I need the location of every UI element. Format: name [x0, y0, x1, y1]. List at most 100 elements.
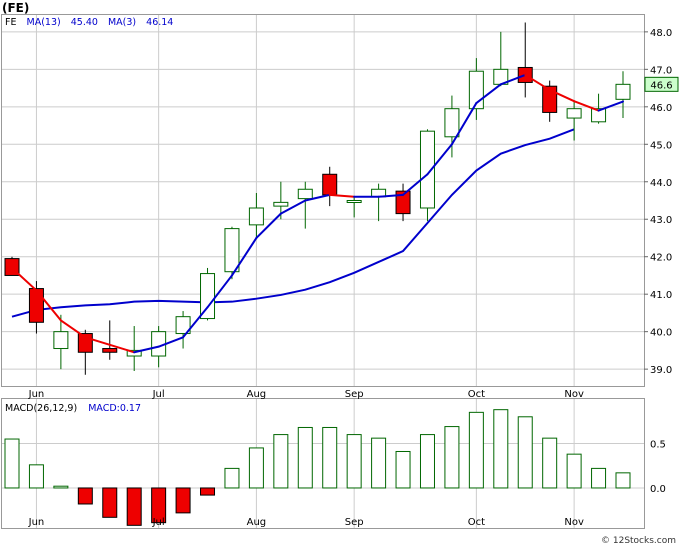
price-y-tick-label: 44.0 — [650, 178, 672, 189]
candle-body — [591, 108, 607, 123]
legend-ma3-value: 46.14 — [146, 17, 173, 28]
macd-bar — [517, 416, 533, 489]
candle-body — [273, 201, 289, 207]
candlestick — [395, 183, 411, 222]
macd-bar — [175, 487, 191, 514]
macd-bar — [615, 472, 631, 489]
macd-legend-value: MACD:0.17 — [88, 403, 141, 414]
macd-x-tick-label: Oct — [468, 517, 485, 528]
chart-title: (FE) — [2, 1, 29, 15]
ma3-segment — [426, 143, 453, 176]
price-y-tick-label: 46.0 — [650, 103, 672, 114]
macd-bar — [77, 487, 93, 505]
ma3-segment — [157, 336, 185, 348]
ma3-segment — [206, 274, 233, 309]
ma13-polyline — [11, 128, 575, 318]
candlestick — [444, 95, 460, 158]
candlestick — [591, 93, 607, 124]
candlestick — [224, 226, 240, 280]
macd-bar — [4, 438, 20, 489]
grid-layer — [2, 15, 644, 528]
ma3-segment — [35, 289, 62, 322]
ma3-segment — [84, 336, 111, 346]
price-legend: FE MA(13) 45.40 MA(3) 46.14 — [5, 17, 173, 28]
candle-body — [200, 273, 216, 320]
candle-body — [346, 200, 362, 203]
macd-bar — [371, 437, 387, 489]
price-y-tick-label: 45.0 — [650, 140, 672, 151]
candlestick — [200, 267, 216, 321]
ma3-segment — [255, 212, 282, 239]
price-y-tick-label: 43.0 — [650, 215, 672, 226]
candlestick — [297, 181, 313, 229]
price-y-tick-label: 47.0 — [650, 65, 672, 76]
candle-body — [175, 316, 191, 335]
candle-body — [542, 85, 558, 113]
macd-bar — [102, 487, 118, 518]
macd-bar — [395, 450, 411, 489]
macd-bar — [200, 487, 216, 496]
ma3-segment — [133, 345, 160, 354]
candle-body — [224, 228, 240, 273]
ma3-segment — [573, 100, 600, 112]
ma3-segment — [499, 73, 527, 86]
ma3-segment — [304, 193, 331, 202]
macd-bar — [542, 437, 558, 489]
candlestick — [346, 196, 362, 218]
candlestick — [102, 320, 118, 360]
macd-x-tick-label: Jun — [28, 517, 45, 528]
macd-bar — [419, 434, 435, 489]
price-panel-frame — [1, 14, 645, 387]
ma3-segment — [279, 199, 307, 215]
macd-x-tick-label: Jul — [152, 517, 165, 528]
candle-body — [28, 288, 44, 323]
macd-bar — [346, 434, 362, 489]
macd-legend: MACD(26,12,9) MACD:0.17 — [5, 403, 141, 414]
price-x-tick-label: Jul — [152, 389, 165, 400]
candle-body — [615, 83, 631, 100]
macd-bar — [591, 467, 607, 489]
macd-bar — [322, 426, 338, 489]
candle-body — [322, 173, 338, 196]
macd-bar — [224, 467, 240, 489]
candle-body — [53, 331, 69, 350]
price-x-tick-label: Aug — [247, 389, 267, 400]
ma3-segment — [548, 88, 576, 103]
legend-ma3-label: MA(3) — [108, 17, 136, 28]
macd-bar — [444, 426, 460, 489]
last-price-badge — [644, 76, 679, 92]
candlestick — [175, 311, 191, 349]
macd-bar — [493, 409, 509, 489]
price-x-tick-label: Sep — [345, 389, 364, 400]
axis-labels: 39.0 40.0 41.0 42.0 43.0 44.0 45.0 46.0 47.0 48.0… — [28, 28, 673, 528]
candlesticks — [4, 22, 631, 375]
candlestick — [615, 71, 631, 119]
legend-ticker: FE — [5, 17, 16, 28]
macd-x-tick-label: Sep — [345, 517, 364, 528]
candlestick — [322, 166, 338, 207]
macd-legend-label: MACD(26,12,9) — [5, 403, 77, 414]
price-x-tick-label: Jun — [28, 389, 45, 400]
macd-y-tick-label: 0.5 — [650, 439, 666, 450]
candlestick — [248, 193, 264, 238]
candle-body — [102, 348, 118, 353]
candlestick — [542, 80, 558, 122]
ma3-segment — [230, 236, 258, 277]
copyright-text: © 12Stocks.com — [601, 536, 676, 546]
macd-bar — [53, 485, 69, 489]
candle-body — [297, 188, 313, 200]
price-y-tick-label: 42.0 — [650, 253, 672, 264]
macd-bar — [468, 411, 484, 489]
macd-bars — [4, 409, 631, 526]
ma3-segment — [328, 193, 356, 198]
legend-ma13-value: 45.40 — [71, 17, 98, 28]
ma3-segment — [597, 100, 624, 112]
ma3-segment — [524, 73, 551, 91]
macd-x-tick-label: Nov — [564, 517, 584, 528]
ma3-segment — [377, 193, 405, 198]
ma3-segment — [402, 173, 429, 196]
legend-ma13-label: MA(13) — [27, 17, 61, 28]
candle-body — [395, 190, 411, 215]
candle-body — [419, 130, 435, 209]
